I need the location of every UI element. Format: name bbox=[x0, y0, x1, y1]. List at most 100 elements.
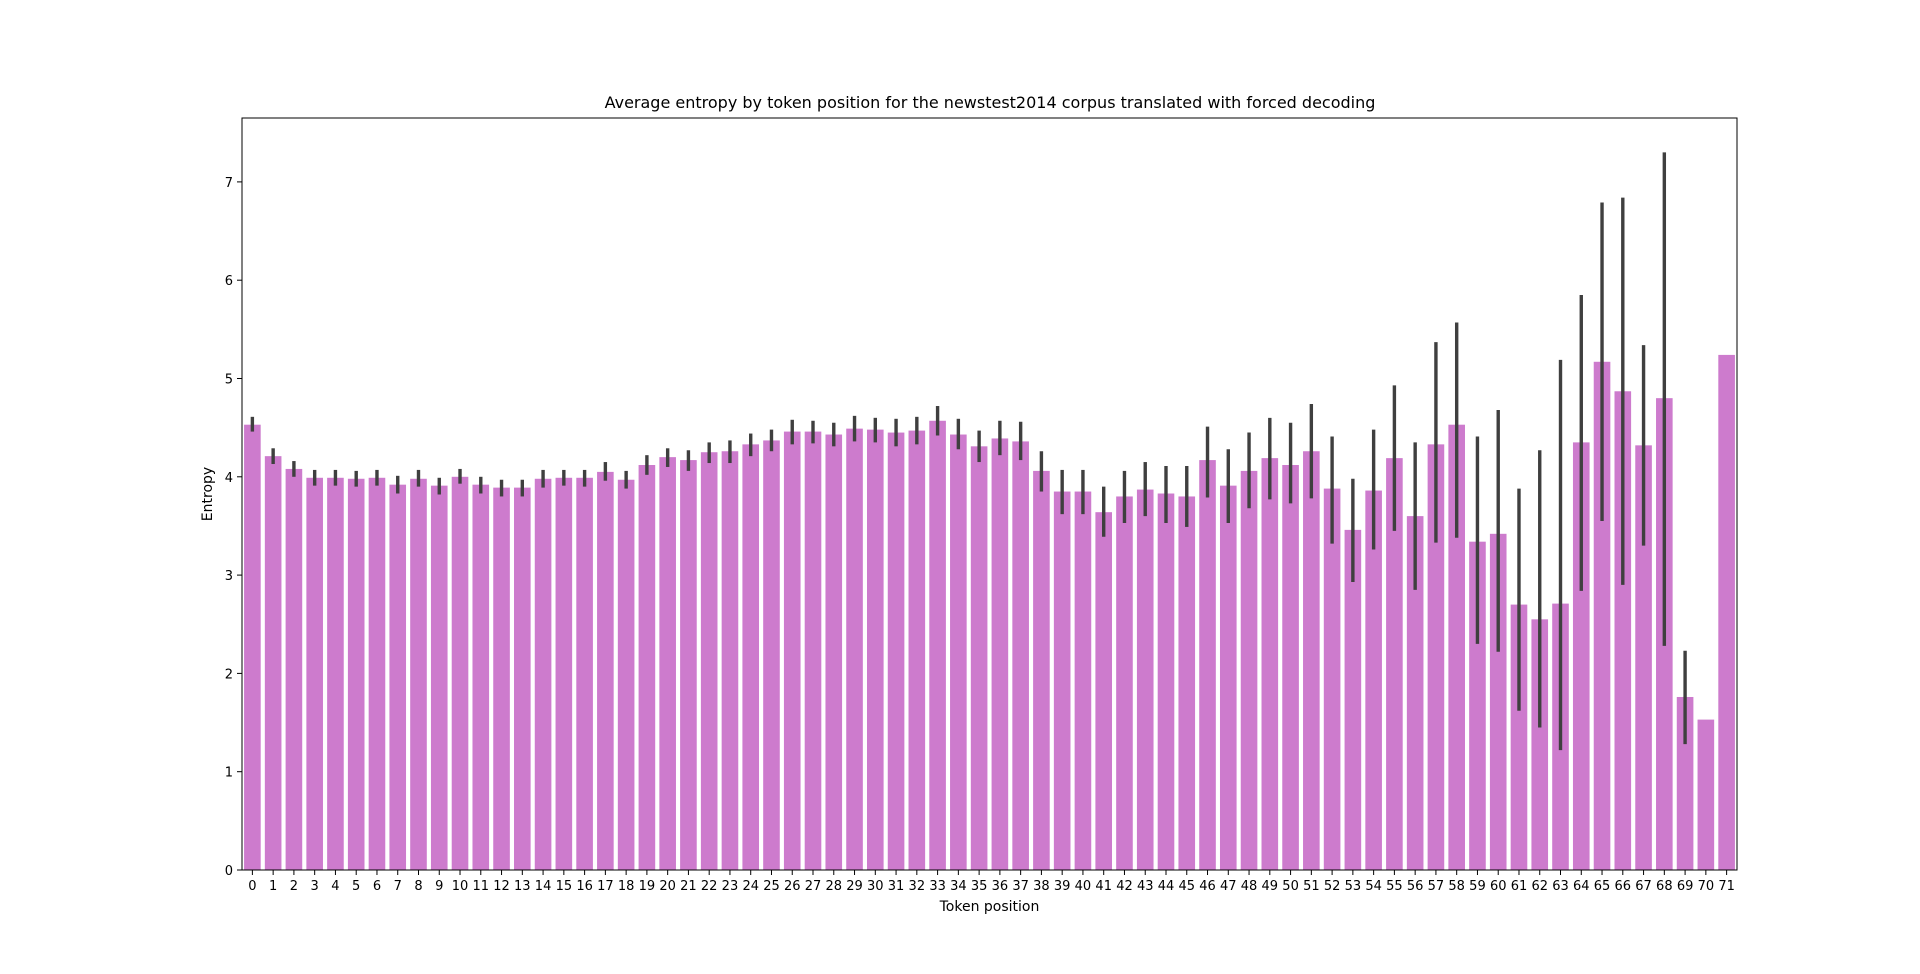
bar-31 bbox=[887, 432, 905, 870]
bar-70 bbox=[1697, 719, 1715, 870]
x-tick-label: 43 bbox=[1137, 879, 1154, 894]
y-tick-label: 6 bbox=[225, 274, 233, 289]
x-tick-label: 32 bbox=[909, 879, 926, 894]
x-tick-label: 40 bbox=[1075, 879, 1092, 894]
x-tick-label: 10 bbox=[452, 879, 469, 894]
bar-61 bbox=[1510, 604, 1528, 870]
bar-51 bbox=[1303, 451, 1320, 870]
bar-30 bbox=[866, 429, 884, 870]
bar-71 bbox=[1718, 354, 1735, 871]
bar-5 bbox=[347, 478, 365, 870]
bar-29 bbox=[846, 428, 863, 870]
x-tick-label: 15 bbox=[556, 879, 573, 894]
bar-44 bbox=[1157, 493, 1175, 870]
bar-36 bbox=[991, 438, 1009, 870]
bar-67 bbox=[1635, 445, 1652, 870]
bar-12 bbox=[493, 487, 510, 870]
x-tick-label: 54 bbox=[1365, 879, 1382, 894]
bar-56 bbox=[1406, 516, 1424, 870]
x-tick-label: 55 bbox=[1386, 879, 1403, 894]
x-tick-label: 18 bbox=[618, 879, 635, 894]
bar-2 bbox=[285, 468, 303, 870]
bar-57 bbox=[1427, 444, 1445, 870]
x-tick-label: 47 bbox=[1220, 879, 1237, 894]
y-tick-label: 5 bbox=[225, 372, 233, 387]
y-tick-label: 1 bbox=[225, 766, 233, 781]
x-tick-label: 48 bbox=[1241, 879, 1258, 894]
bar-60 bbox=[1489, 533, 1507, 870]
bar-69 bbox=[1676, 696, 1694, 870]
bar-28 bbox=[825, 434, 843, 870]
x-tick-label: 69 bbox=[1677, 879, 1694, 894]
bar-17 bbox=[597, 471, 614, 870]
x-tick-label: 65 bbox=[1594, 879, 1611, 894]
bar-42 bbox=[1116, 496, 1133, 870]
x-tick-label: 26 bbox=[784, 879, 801, 894]
x-tick-label: 35 bbox=[971, 879, 988, 894]
bar-55 bbox=[1386, 458, 1403, 870]
x-tick-label: 49 bbox=[1262, 879, 1279, 894]
bar-53 bbox=[1344, 529, 1362, 870]
x-tick-label: 42 bbox=[1116, 879, 1133, 894]
x-tick-label: 21 bbox=[680, 879, 697, 894]
bar-4 bbox=[327, 477, 344, 870]
bar-20 bbox=[659, 457, 676, 870]
bar-46 bbox=[1199, 460, 1216, 870]
x-tick-label: 4 bbox=[331, 879, 339, 894]
bar-65 bbox=[1593, 361, 1611, 870]
y-tick-label: 4 bbox=[225, 471, 233, 486]
x-tick-label: 11 bbox=[473, 879, 490, 894]
x-tick-label: 51 bbox=[1303, 879, 1320, 894]
bar-49 bbox=[1261, 458, 1279, 870]
bar-34 bbox=[950, 434, 967, 870]
bar-32 bbox=[908, 430, 926, 870]
x-tick-label: 61 bbox=[1511, 879, 1528, 894]
x-tick-label: 62 bbox=[1531, 879, 1548, 894]
bar-18 bbox=[617, 479, 635, 870]
bar-15 bbox=[555, 477, 573, 870]
errorbars-layer bbox=[250, 152, 1687, 751]
x-tick-label: 50 bbox=[1282, 879, 1299, 894]
x-tick-label: 17 bbox=[597, 879, 614, 894]
x-tick-label: 53 bbox=[1345, 879, 1362, 894]
x-tick-label: 23 bbox=[722, 879, 739, 894]
x-tick-label: 71 bbox=[1718, 879, 1735, 894]
x-tick-label: 37 bbox=[1012, 879, 1029, 894]
x-tick-label: 30 bbox=[867, 879, 884, 894]
x-tick-label: 22 bbox=[701, 879, 718, 894]
bar-64 bbox=[1572, 442, 1590, 870]
bar-9 bbox=[430, 485, 448, 870]
bar-38 bbox=[1033, 470, 1050, 870]
bar-25 bbox=[763, 440, 780, 870]
x-tick-label: 16 bbox=[576, 879, 593, 894]
bar-37 bbox=[1012, 441, 1029, 870]
x-axis-label: Token position bbox=[939, 899, 1040, 915]
bar-19 bbox=[638, 465, 656, 870]
x-tick-label: 66 bbox=[1615, 879, 1632, 894]
bar-35 bbox=[970, 446, 988, 870]
bar-14 bbox=[534, 478, 552, 870]
bar-3 bbox=[306, 477, 323, 870]
x-tick-label: 31 bbox=[888, 879, 905, 894]
x-tick-label: 8 bbox=[414, 879, 422, 894]
x-tick-label: 7 bbox=[394, 879, 402, 894]
x-tick-label: 63 bbox=[1552, 879, 1569, 894]
x-tick-label: 25 bbox=[763, 879, 780, 894]
x-tick-label: 6 bbox=[373, 879, 381, 894]
x-tick-label: 12 bbox=[493, 879, 510, 894]
x-tick-label: 44 bbox=[1158, 879, 1175, 894]
x-tick-label: 56 bbox=[1407, 879, 1424, 894]
x-tick-label: 2 bbox=[290, 879, 298, 894]
x-tick-label: 68 bbox=[1656, 879, 1673, 894]
x-tick-label: 58 bbox=[1448, 879, 1465, 894]
bar-33 bbox=[929, 420, 946, 870]
x-tick-label: 60 bbox=[1490, 879, 1507, 894]
bar-48 bbox=[1240, 470, 1258, 870]
x-tick-label: 33 bbox=[929, 879, 946, 894]
bar-43 bbox=[1136, 489, 1154, 870]
x-tick-label: 38 bbox=[1033, 879, 1050, 894]
x-tick-label: 14 bbox=[535, 879, 552, 894]
x-tick-label: 36 bbox=[992, 879, 1009, 894]
bar-24 bbox=[742, 444, 760, 870]
